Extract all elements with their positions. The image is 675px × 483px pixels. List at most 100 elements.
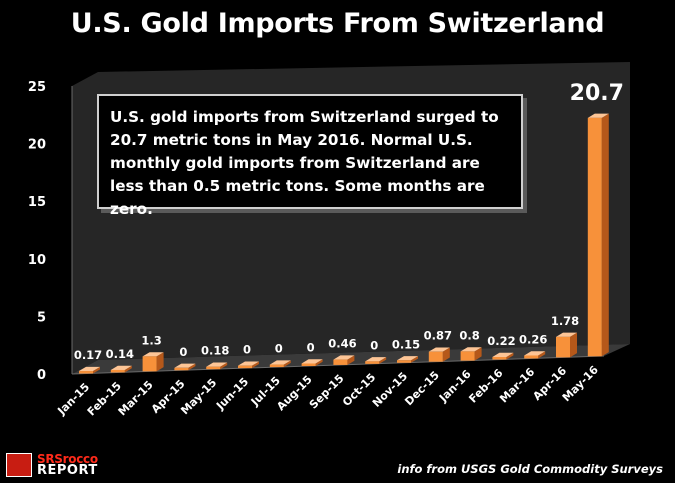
y-tick-label: 20	[28, 138, 46, 153]
logo-text-line1: SRSrocco	[37, 452, 98, 466]
data-label: 20.7	[570, 81, 624, 106]
bar-top	[110, 365, 132, 370]
bar-front	[110, 369, 125, 373]
bar	[206, 362, 228, 370]
x-tick-label: Aug-15	[274, 373, 314, 413]
bar-side	[315, 359, 323, 366]
bar-top	[269, 360, 291, 365]
bar-side	[601, 113, 609, 357]
bar-front	[556, 336, 570, 358]
x-tick-label: Mar-16	[497, 365, 537, 405]
bar-side	[442, 347, 450, 362]
bar-side	[411, 356, 418, 363]
bar	[269, 360, 291, 368]
bar-top	[301, 359, 323, 364]
bar-front	[174, 367, 189, 371]
x-tick-label: Sep-15	[307, 372, 347, 412]
bar-top	[365, 357, 387, 362]
bar-top	[428, 347, 450, 352]
bar-top	[587, 113, 609, 118]
bar	[524, 351, 546, 359]
bar	[142, 352, 164, 372]
data-label: 0	[243, 343, 251, 357]
bar-front	[206, 366, 221, 370]
chart-title: U.S. Gold Imports From Switzerland	[70, 8, 605, 39]
x-tick-label: Nov-15	[370, 370, 410, 410]
data-label: 0	[275, 342, 283, 356]
bar	[428, 347, 450, 362]
data-label: 0	[307, 340, 315, 354]
logo-text-line2: REPORT	[37, 463, 98, 478]
bar-side	[93, 366, 100, 374]
y-tick-label: 0	[37, 368, 46, 383]
data-label: 0.87	[424, 329, 452, 343]
bar-side	[474, 347, 482, 361]
annotation-box: U.S. gold imports from Switzerland surge…	[97, 94, 523, 218]
y-tick-label: 10	[28, 253, 46, 268]
bar-front	[301, 363, 316, 366]
bar-side	[283, 360, 291, 368]
bar-front	[524, 355, 539, 359]
bar	[110, 365, 132, 373]
x-tick-label: Jun-15	[213, 375, 251, 413]
bar-front	[79, 371, 93, 374]
x-axis-line	[71, 355, 605, 375]
bar-top	[174, 363, 196, 368]
bar-front	[269, 364, 284, 368]
bar-top	[142, 352, 164, 357]
bar	[556, 332, 577, 358]
bar-top	[524, 351, 546, 356]
data-label: 0.22	[487, 334, 515, 348]
bar-front	[492, 357, 507, 360]
bar-side	[347, 355, 355, 365]
bar-side	[220, 362, 228, 370]
data-label: 0.14	[106, 347, 134, 361]
y-tick-label: 15	[28, 195, 46, 210]
data-label: 1.78	[551, 314, 579, 328]
bar	[174, 363, 196, 371]
bar-front	[142, 356, 157, 372]
data-label: 0	[370, 338, 378, 352]
bar	[397, 356, 418, 363]
x-tick-label: May-16	[560, 363, 601, 404]
bar-top	[333, 355, 355, 360]
bar-front	[397, 360, 411, 363]
bar-side	[252, 361, 259, 369]
srsrocco-logo-icon	[6, 453, 32, 477]
bar-side	[188, 363, 196, 371]
data-label: 0.18	[201, 344, 229, 358]
bar	[365, 357, 387, 364]
bar-side	[506, 352, 514, 360]
bar	[301, 359, 323, 366]
bar	[492, 352, 514, 360]
bar-top	[556, 332, 577, 337]
bar-front	[333, 359, 348, 365]
x-tick-label: Mar-15	[116, 378, 156, 418]
bar-top	[79, 366, 100, 372]
bar	[333, 355, 355, 365]
bar-front	[587, 117, 602, 357]
y-tick-label: 5	[37, 310, 46, 325]
bar-front	[460, 351, 475, 361]
data-label: 0.46	[328, 337, 356, 351]
x-tick-label: Dec-15	[402, 369, 442, 409]
bar-side	[379, 357, 387, 364]
bar-top	[206, 362, 228, 367]
srsrocco-logo: SRSrocco REPORT	[6, 452, 130, 478]
bar-top	[460, 347, 482, 352]
bar	[587, 113, 609, 357]
bar-front	[428, 351, 443, 362]
data-label: 0.8	[459, 328, 479, 342]
data-label: 1.3	[141, 333, 161, 347]
y-tick-label: 25	[28, 80, 46, 95]
bar-side	[124, 365, 132, 373]
bar-top	[397, 356, 418, 361]
bar-side	[156, 352, 164, 372]
bar-top	[238, 361, 259, 366]
data-label: 0	[179, 345, 187, 359]
bar-front	[238, 365, 252, 369]
x-tick-label: May-15	[178, 376, 219, 417]
data-label: 0.17	[74, 348, 102, 362]
bar-side	[570, 332, 577, 358]
bar	[238, 361, 259, 369]
